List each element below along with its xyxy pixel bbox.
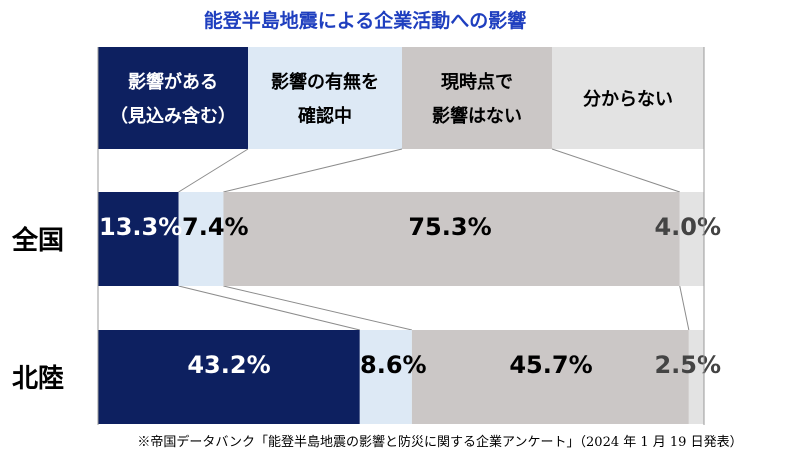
- connector-line: [178, 285, 360, 331]
- connector-line: [679, 285, 690, 331]
- data-label: 45.7%: [509, 351, 592, 379]
- legend-swatch: [552, 47, 704, 149]
- bar-segment: [98, 192, 179, 286]
- data-label: 43.2%: [187, 351, 270, 379]
- category-label: 北陸: [12, 364, 64, 394]
- legend-label: 現時点で: [441, 71, 513, 93]
- legend-label: 確認中: [298, 105, 352, 127]
- data-label: 4.0%: [654, 213, 721, 241]
- data-label: 13.3%: [99, 213, 182, 241]
- legend-label: 影響の有無を: [271, 71, 379, 93]
- connector-line: [551, 148, 680, 193]
- chart-title: 能登半島地震による企業活動への影響: [204, 9, 526, 32]
- connector-line: [223, 148, 403, 193]
- data-label: 7.4%: [182, 213, 249, 241]
- bar-segment: [679, 192, 704, 286]
- bar-segment: [411, 330, 689, 424]
- bar-segment: [359, 330, 412, 424]
- bar-segment: [98, 330, 360, 424]
- bar-segment: [223, 192, 680, 286]
- connector-lines: [178, 148, 690, 331]
- source-note: ※帝国データバンク「能登半島地震の影響と防災に関する企業アンケート」（2024 …: [137, 434, 742, 450]
- legend-swatch: [248, 47, 402, 149]
- legend-label: 分からない: [583, 89, 673, 110]
- bar-segment: [178, 192, 224, 286]
- data-label: 2.5%: [654, 351, 721, 379]
- connector-line: [223, 285, 413, 331]
- data-label: 75.3%: [408, 213, 491, 241]
- axis: [97, 47, 705, 425]
- legend-swatch: [98, 47, 248, 149]
- legend-swatch: [402, 47, 552, 149]
- legend-label: 影響がある: [128, 71, 218, 93]
- connector-line: [178, 148, 249, 193]
- legend-label: （見込み含む）: [110, 105, 236, 127]
- category-label: 全国: [11, 225, 64, 256]
- legend-label: 影響はない: [432, 105, 522, 127]
- data-label: 8.6%: [360, 351, 427, 379]
- bar-segment: [688, 330, 704, 424]
